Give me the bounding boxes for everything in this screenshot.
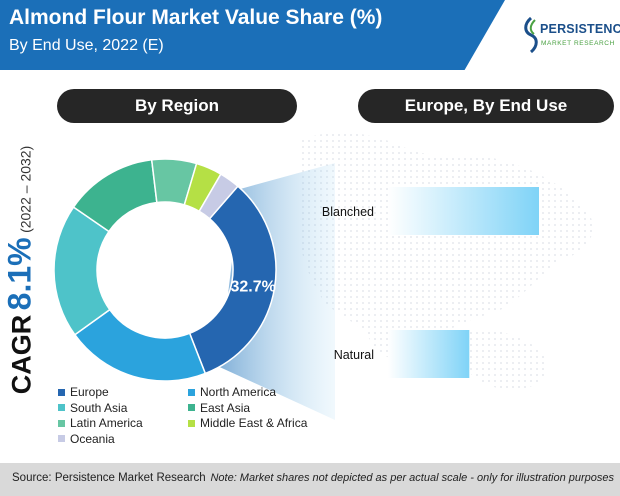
end-use-bar-chart: Blanched Natural	[322, 187, 539, 378]
legend-label: South Asia	[70, 400, 128, 415]
chart-title: Almond Flour Market Value Share (%)	[9, 6, 383, 29]
region-donut-chart: 32.7%	[53, 158, 277, 382]
legend-swatch	[58, 419, 65, 427]
legend-label: East Asia	[200, 400, 251, 415]
chart-subtitle: By End Use, 2022 (E)	[9, 37, 164, 54]
note-text: Note: Market shares not depicted as per …	[210, 472, 614, 484]
legend-swatch	[58, 435, 65, 442]
logo-tagline: MARKET RESEARCH	[541, 40, 615, 47]
bar-label-natural: Natural	[334, 348, 374, 362]
bar-natural	[388, 330, 470, 378]
end-use-panel-title: Europe, By End Use	[358, 89, 614, 123]
legend-label: North America	[200, 385, 277, 399]
company-logo: PERSISTENCE MARKET RESEARCH	[522, 14, 620, 60]
legend-label: Middle East & Africa	[200, 416, 308, 430]
logo-name: PERSISTENCE	[540, 22, 620, 36]
legend-item-europe: Europe	[58, 385, 109, 399]
region-panel-title: By Region	[57, 89, 297, 123]
legend-label: Latin America	[70, 416, 143, 430]
legend-item-south-asia: South Asia	[58, 401, 127, 415]
donut-slice-europe	[188, 185, 277, 375]
legend-item-oceania: Oceania	[58, 432, 115, 446]
legend-swatch	[58, 404, 65, 411]
legend-label: Oceania	[70, 431, 115, 446]
logo-swirl-icon	[524, 16, 538, 54]
legend-item-east-asia: East Asia	[188, 401, 250, 415]
legend-item-north-america: North America	[188, 385, 276, 399]
legend-item-latin-america: Latin America	[58, 416, 143, 430]
legend-swatch	[58, 388, 65, 396]
donut-slice-oceania	[198, 173, 239, 220]
donut-label-europe: 32.7%	[230, 278, 275, 295]
bar-label-blanched: Blanched	[322, 205, 374, 219]
chart-canvas: 32.7% Blanched Natural	[53, 132, 593, 420]
header-band	[0, 0, 505, 70]
legend-item-middle-east-and-africa: Middle East & Africa	[188, 416, 307, 430]
footer-bar: Source: Persistence Market Research Note…	[0, 463, 620, 496]
legend-swatch	[188, 388, 195, 396]
source-text: Source: Persistence Market Research	[12, 472, 206, 484]
legend-swatch	[188, 419, 195, 427]
bar-blanched	[388, 187, 539, 235]
legend-swatch	[188, 404, 195, 411]
legend-label: Europe	[70, 385, 109, 399]
